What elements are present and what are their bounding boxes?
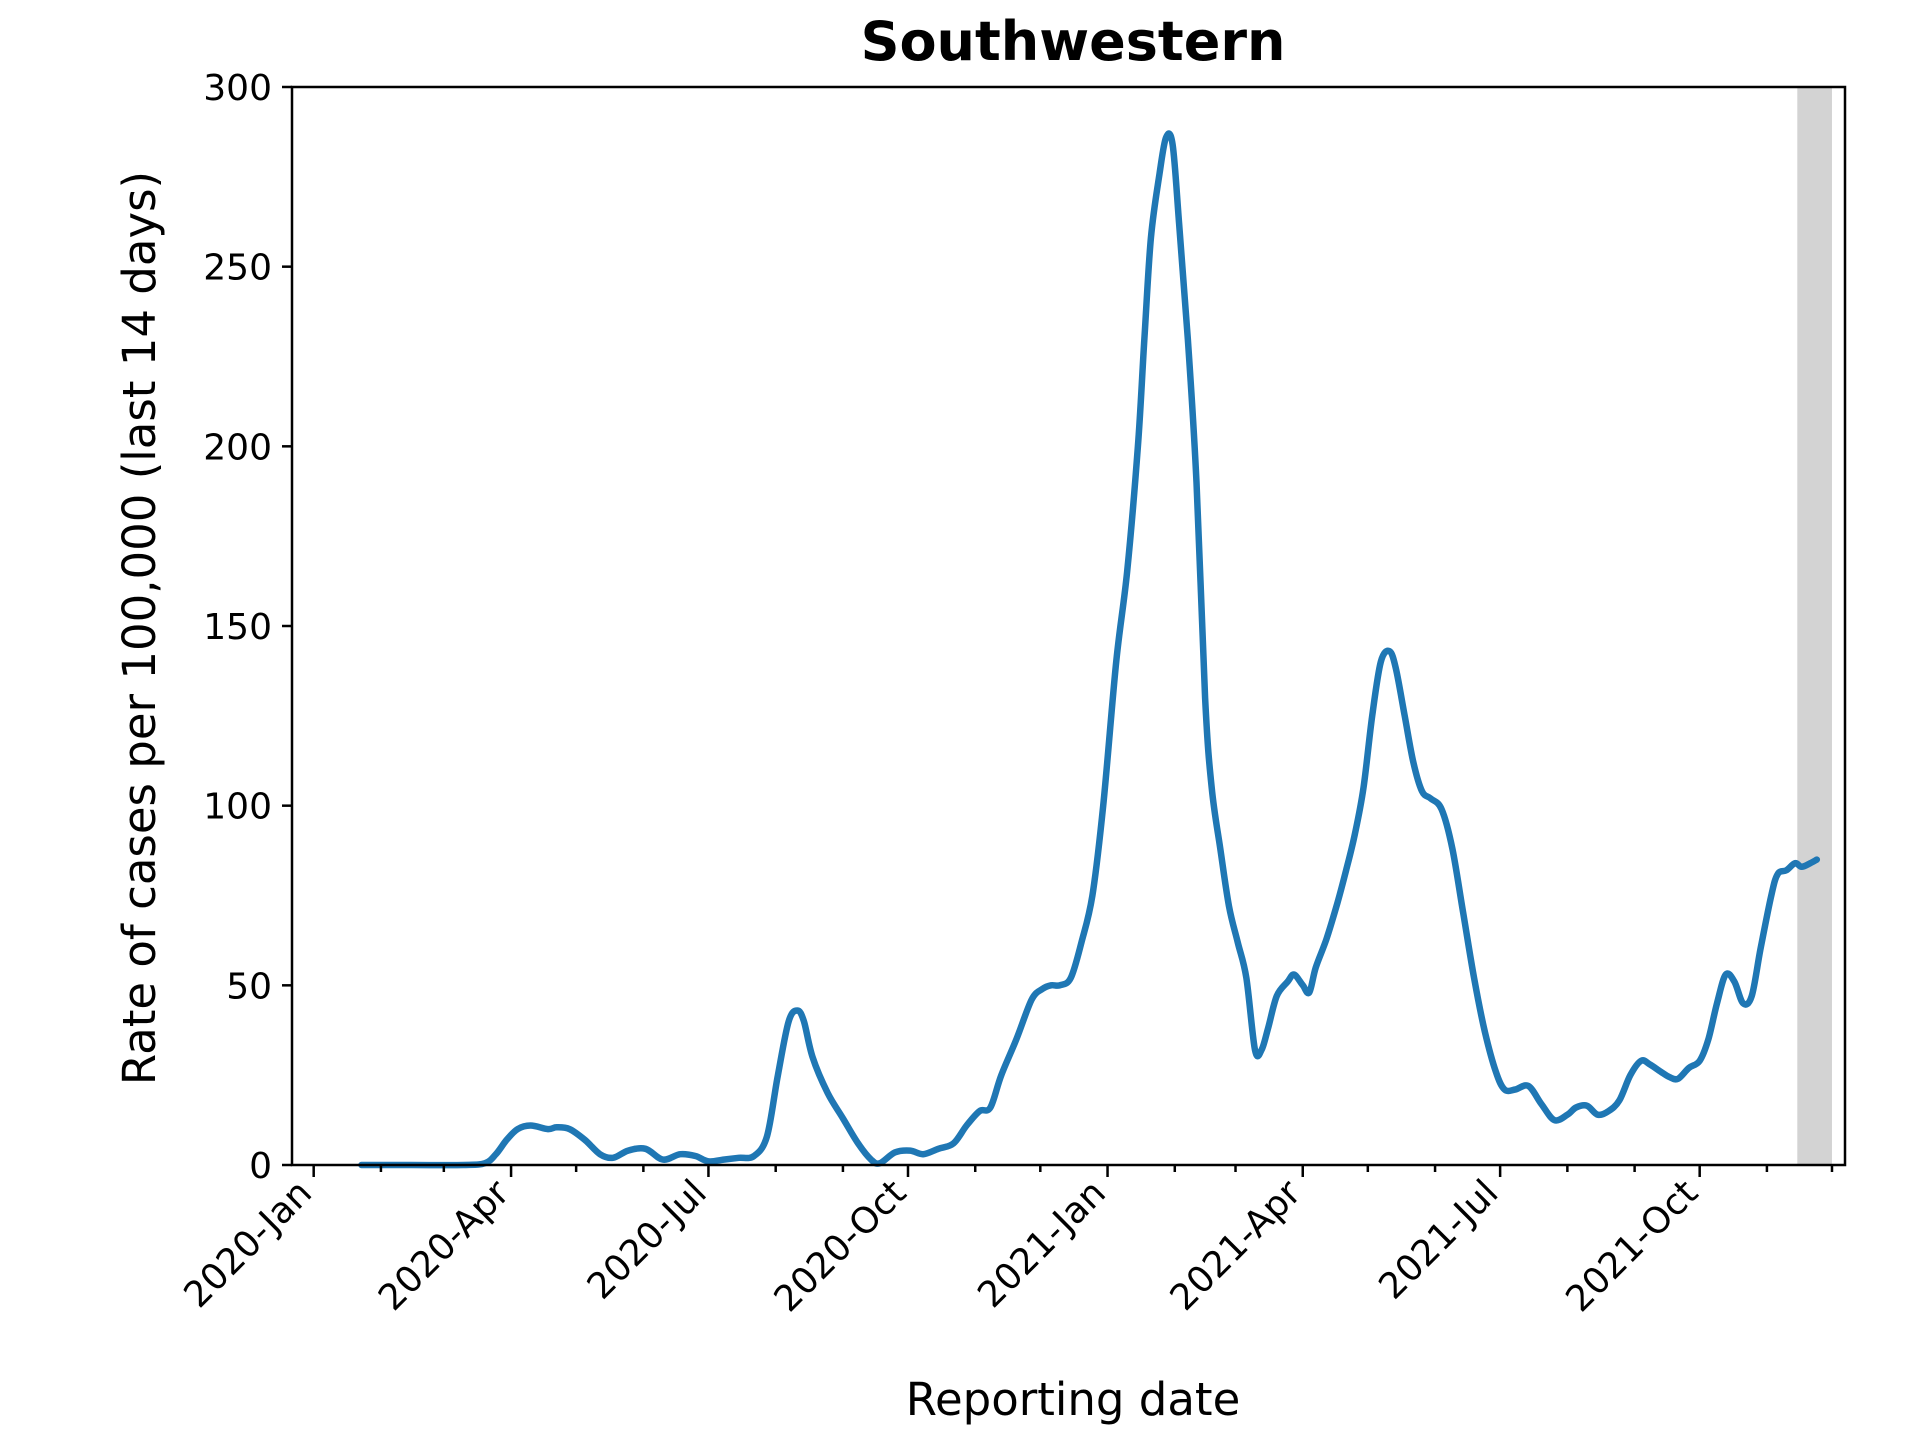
plot-frame	[290, 85, 1847, 1167]
x-tick-label: 2020-Oct	[767, 1172, 915, 1320]
y-tick-label: 200	[203, 427, 272, 468]
x-tick-label: 2021-Jul	[1371, 1172, 1506, 1307]
y-tick-label: 300	[203, 68, 272, 109]
series-line-0	[358, 130, 1821, 1169]
x-tick-label: 2020-Apr	[371, 1172, 518, 1319]
x-tick-label: 2021-Apr	[1163, 1172, 1310, 1319]
x-tick-label: 2021-Oct	[1558, 1172, 1706, 1320]
y-tick-label: 0	[249, 1146, 272, 1187]
y-tick-label: 250	[203, 248, 272, 289]
y-tick-label: 100	[203, 787, 272, 828]
shaded-region	[1797, 87, 1832, 1165]
x-axis-label: Reporting date	[906, 1373, 1241, 1426]
x-tick-label: 2020-Jan	[176, 1172, 320, 1316]
series-layer	[358, 130, 1821, 1169]
y-tick-label: 150	[203, 607, 272, 648]
x-tick-label: 2021-Jan	[970, 1172, 1114, 1316]
chart-title: Southwestern	[861, 10, 1286, 73]
x-axis: 2020-Jan 2020-Apr 2020-Jul 2020-Oct 2021-Jan…	[176, 1165, 1834, 1320]
y-axis-label: Rate of cases per 100,000 (last 14 days)	[113, 171, 166, 1085]
shaded-region-layer	[1797, 87, 1832, 1165]
x-tick-label: 2020-Jul	[580, 1172, 715, 1307]
y-tick-label: 50	[226, 966, 272, 1007]
y-axis: 0 50 100 150 200 250 300	[203, 68, 292, 1187]
